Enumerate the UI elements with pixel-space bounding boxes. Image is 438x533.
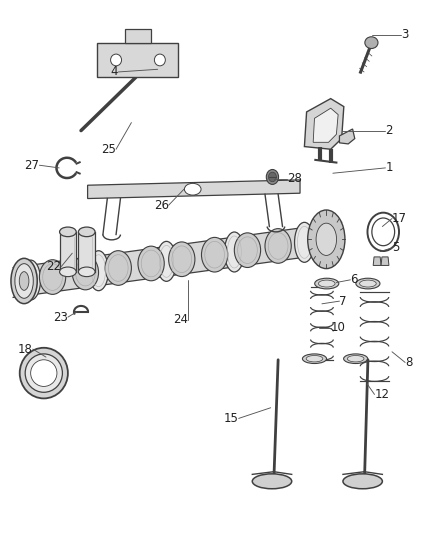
Ellipse shape xyxy=(31,360,57,386)
Polygon shape xyxy=(373,257,381,265)
Ellipse shape xyxy=(21,260,40,300)
Text: 27: 27 xyxy=(25,159,39,172)
Text: 3: 3 xyxy=(401,28,408,41)
Polygon shape xyxy=(88,180,300,198)
Text: 7: 7 xyxy=(339,295,347,308)
Text: 15: 15 xyxy=(224,412,239,425)
Polygon shape xyxy=(339,129,355,144)
Ellipse shape xyxy=(265,229,291,263)
Polygon shape xyxy=(304,99,344,149)
Ellipse shape xyxy=(343,354,368,364)
Text: 2: 2 xyxy=(385,124,393,137)
Ellipse shape xyxy=(268,172,276,182)
Text: 10: 10 xyxy=(331,321,346,334)
Ellipse shape xyxy=(19,272,29,290)
Ellipse shape xyxy=(306,356,323,362)
Ellipse shape xyxy=(302,354,326,364)
Ellipse shape xyxy=(234,233,261,268)
Ellipse shape xyxy=(39,260,66,294)
Ellipse shape xyxy=(60,267,76,277)
Ellipse shape xyxy=(78,267,95,277)
Text: 4: 4 xyxy=(111,66,118,78)
Ellipse shape xyxy=(78,227,95,237)
Ellipse shape xyxy=(316,223,336,255)
Ellipse shape xyxy=(372,218,395,246)
Text: 28: 28 xyxy=(287,172,302,185)
Ellipse shape xyxy=(347,356,364,362)
Ellipse shape xyxy=(110,54,121,66)
Ellipse shape xyxy=(360,280,376,287)
Ellipse shape xyxy=(138,246,164,281)
Ellipse shape xyxy=(11,259,37,304)
Text: 22: 22 xyxy=(46,260,61,273)
Text: 24: 24 xyxy=(173,313,188,326)
Ellipse shape xyxy=(266,169,279,184)
Ellipse shape xyxy=(184,183,201,195)
Ellipse shape xyxy=(25,354,63,392)
Ellipse shape xyxy=(318,280,335,287)
Ellipse shape xyxy=(252,474,292,489)
Ellipse shape xyxy=(60,227,76,237)
Text: 23: 23 xyxy=(53,311,68,324)
Text: 18: 18 xyxy=(18,343,33,356)
Ellipse shape xyxy=(343,474,382,489)
Text: 5: 5 xyxy=(392,241,399,254)
Bar xyxy=(125,29,151,43)
Text: 17: 17 xyxy=(392,212,407,225)
Text: 6: 6 xyxy=(350,273,358,286)
Polygon shape xyxy=(13,222,342,297)
Text: 1: 1 xyxy=(385,161,393,174)
Text: 26: 26 xyxy=(154,199,169,212)
Text: 12: 12 xyxy=(374,388,389,401)
Ellipse shape xyxy=(314,278,339,289)
Ellipse shape xyxy=(307,210,345,269)
Ellipse shape xyxy=(15,264,33,298)
Ellipse shape xyxy=(105,251,131,285)
Ellipse shape xyxy=(88,251,109,290)
Ellipse shape xyxy=(72,255,99,290)
Polygon shape xyxy=(313,108,338,142)
Ellipse shape xyxy=(356,278,380,289)
Text: 8: 8 xyxy=(405,356,413,369)
Ellipse shape xyxy=(154,54,166,66)
Polygon shape xyxy=(60,232,76,272)
Ellipse shape xyxy=(365,37,378,49)
Polygon shape xyxy=(78,232,95,272)
Ellipse shape xyxy=(157,241,176,281)
Bar xyxy=(97,43,178,77)
Ellipse shape xyxy=(169,242,195,277)
Polygon shape xyxy=(381,257,389,265)
Text: 25: 25 xyxy=(101,143,116,156)
Ellipse shape xyxy=(294,222,314,262)
Ellipse shape xyxy=(367,213,399,251)
Ellipse shape xyxy=(201,237,228,272)
Ellipse shape xyxy=(20,348,68,399)
Ellipse shape xyxy=(225,232,244,272)
